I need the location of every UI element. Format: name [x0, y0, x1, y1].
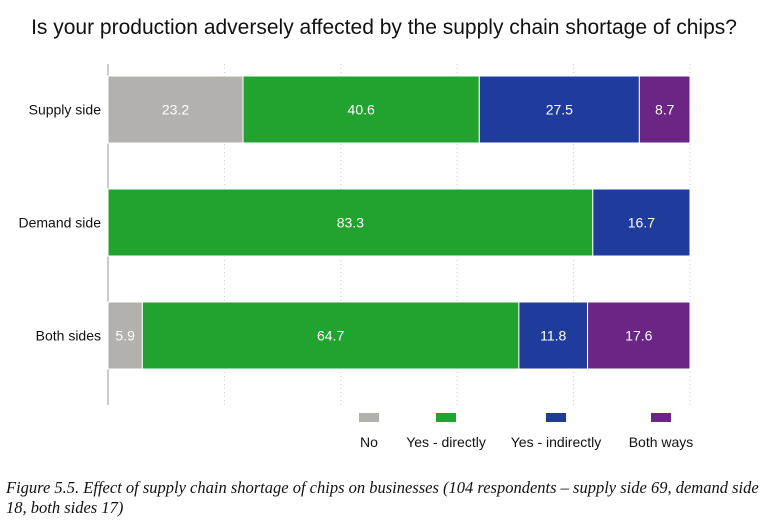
data-label: 40.6	[348, 102, 375, 118]
bar-both-sides-yes-indirectly	[518, 301, 589, 370]
legend-label: Yes - indirectly	[511, 434, 602, 450]
figure-caption: Figure 5.5. Effect of supply chain short…	[6, 478, 759, 517]
bar-supply-side-no	[107, 75, 244, 144]
legend-swatch-yes-directly	[436, 413, 456, 422]
bar-both-sides-both-ways	[587, 301, 691, 370]
legend-label: Both ways	[629, 434, 694, 450]
category-label: Demand side	[19, 215, 102, 231]
category-labels: Supply side Demand side Both sides	[19, 102, 102, 344]
data-label: 16.7	[628, 215, 655, 231]
data-label: 23.2	[162, 102, 189, 118]
data-label: 8.7	[655, 102, 675, 118]
legend-swatch-both-ways	[651, 413, 671, 422]
data-label: 11.8	[540, 328, 566, 344]
category-label: Supply side	[29, 102, 102, 118]
legend: No Yes - directly Yes - indirectly Both way…	[359, 413, 693, 450]
data-label: 17.6	[625, 328, 652, 344]
data-label: 5.9	[115, 328, 135, 344]
bar-both-sides-no	[107, 301, 143, 370]
chart-title: Is your production adversely affected by…	[31, 16, 737, 39]
legend-label: Yes - directly	[406, 434, 486, 450]
bar-demand-side-yes-directly	[107, 188, 594, 257]
bar-demand-side-yes-indirectly	[592, 188, 691, 257]
legend-swatch-no	[359, 413, 379, 422]
bar-supply-side-both-ways	[638, 75, 691, 144]
data-label: 64.7	[317, 328, 344, 344]
bars: 23.2 40.6 27.5 8.7 83.3 16.7 5.9 64.7 11.8 17.6	[107, 75, 691, 370]
bar-both-sides-yes-directly	[141, 301, 520, 370]
category-label: Both sides	[36, 328, 101, 344]
data-label: 83.3	[337, 215, 364, 231]
legend-swatch-yes-indirectly	[546, 413, 566, 422]
legend-label: No	[360, 434, 378, 450]
data-label: 27.5	[546, 102, 573, 118]
stacked-bar-chart: 23.2 40.6 27.5 8.7 83.3 16.7 5.9 64.7 11.8 17.6 S…	[19, 64, 693, 450]
